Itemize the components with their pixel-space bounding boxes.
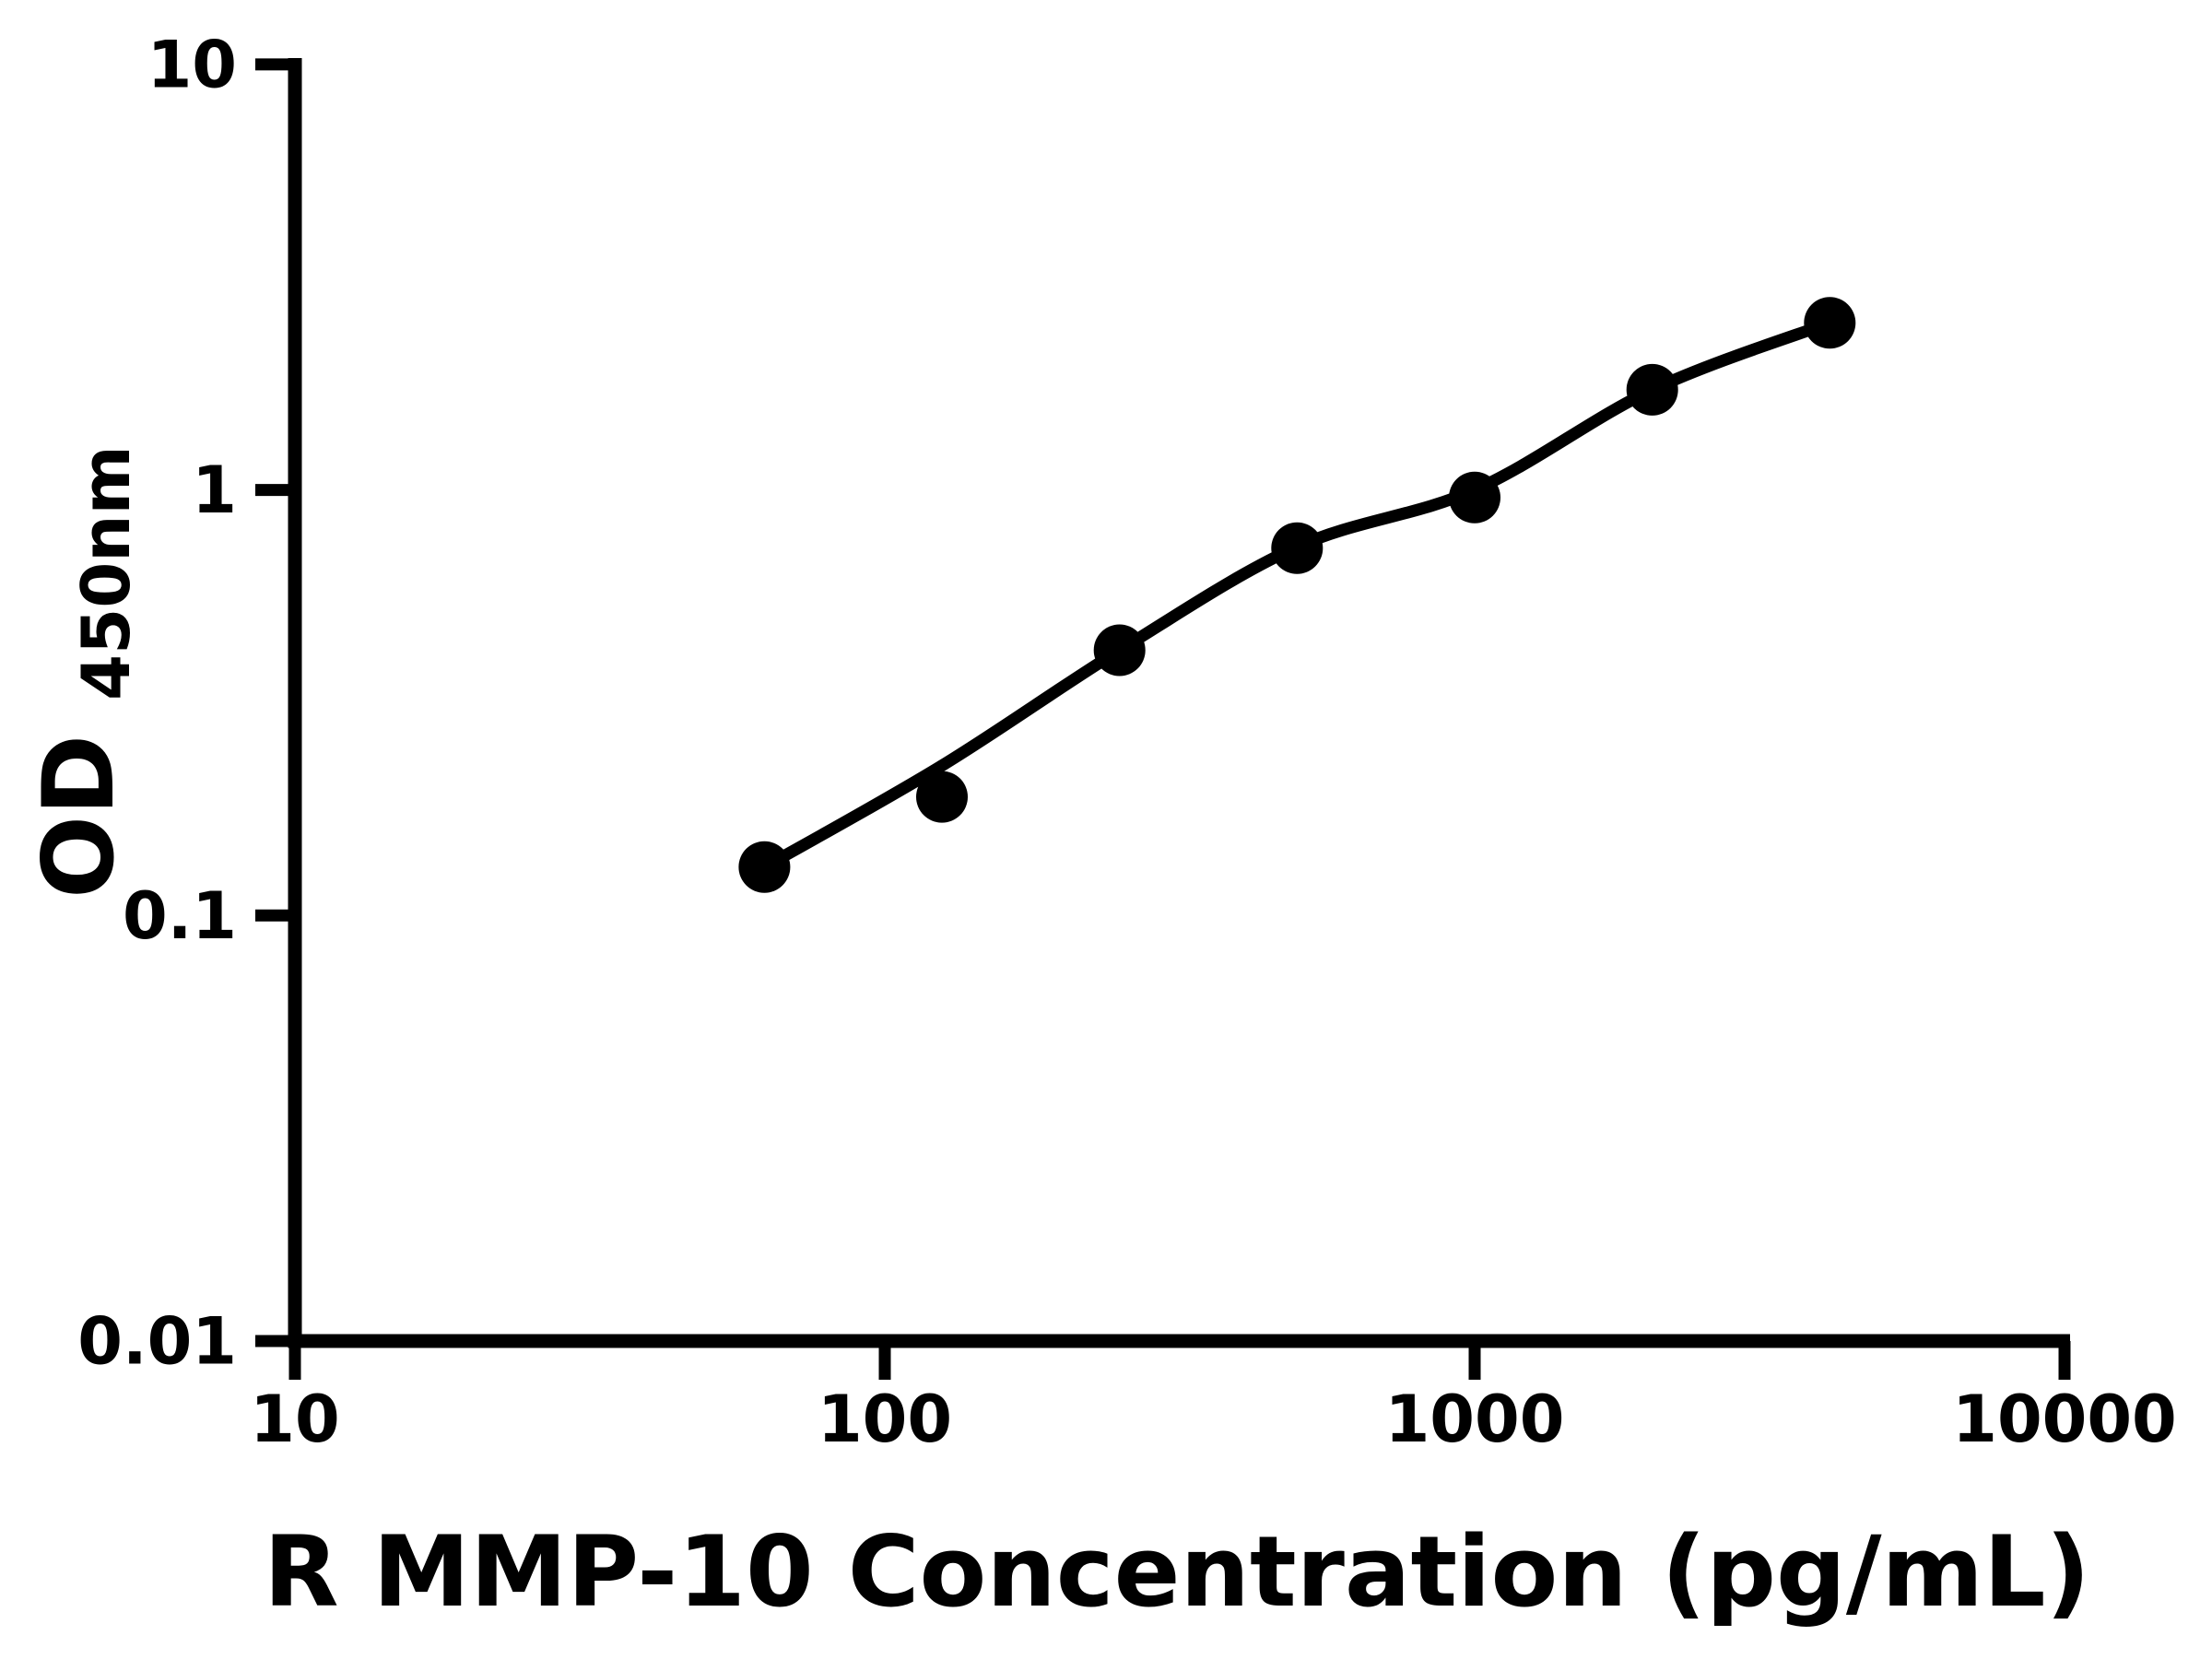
axes (288, 58, 2070, 1348)
data-points (738, 297, 1856, 893)
data-point (1093, 624, 1146, 677)
x-axis-title: R MMP-10 Concentration (pg/mL) (264, 1515, 2090, 1629)
x-tick-label: 10000 (1952, 1382, 2177, 1457)
data-point (916, 771, 968, 823)
x-tick-label: 100 (818, 1382, 952, 1457)
y-tick-label: 1 (192, 453, 237, 528)
data-point (738, 841, 791, 893)
y-tick-label: 0.1 (123, 878, 237, 954)
y-axis-title: OD 450nm (22, 445, 145, 899)
y-tick-label: 10 (147, 27, 237, 102)
data-point (1626, 363, 1678, 416)
x-tick-label: 1000 (1385, 1382, 1565, 1457)
y-tick-label: 0.01 (77, 1304, 237, 1380)
y-axis-title-main: OD (22, 735, 135, 899)
data-point (1449, 471, 1500, 524)
data-point (1271, 522, 1324, 574)
x-axis-ticks: 10 100 1000 10000 (250, 1341, 2177, 1457)
data-point (1804, 297, 1856, 349)
y-axis-title-subscript: 450nm (67, 445, 145, 700)
y-axis-ticks: 0.01 0.1 1 10 (77, 27, 294, 1380)
x-tick-label: 10 (250, 1382, 339, 1457)
